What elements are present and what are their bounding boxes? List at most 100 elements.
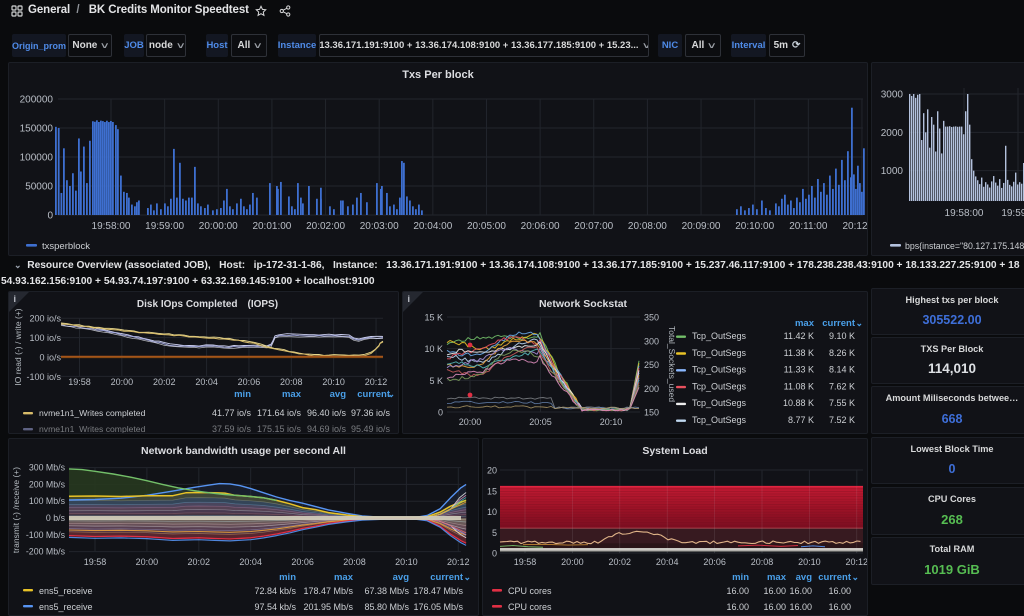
svg-text:20:12: 20:12 [365,377,388,387]
svg-text:0: 0 [438,408,443,418]
svg-text:Network bandwidth usage per se: Network bandwidth usage per second All [141,445,346,457]
svg-text:20:09:00: 20:09:00 [682,221,721,232]
svg-text:94.69 io/s: 94.69 io/s [307,424,347,433]
svg-text:50000: 50000 [25,182,53,193]
svg-text:97.36 io/s: 97.36 io/s [351,408,391,418]
svg-text:20:06: 20:06 [703,557,726,567]
svg-text:current: current [822,318,856,329]
svg-text:11.33 K: 11.33 K [784,365,814,375]
svg-text:19:58:00: 19:58:00 [92,221,131,232]
svg-text:20:10: 20:10 [322,377,345,387]
svg-text:16.00: 16.00 [763,602,786,612]
svg-text:ens5_receive: ens5_receive [39,586,93,596]
svg-text:transmit (-) /receive (+): transmit (-) /receive (+) [11,467,21,553]
svg-text:72.84 kb/s: 72.84 kb/s [254,586,296,596]
svg-text:95.49 io/s: 95.49 io/s [351,424,391,433]
svg-text:20:00: 20:00 [111,377,134,387]
svg-text:171.64 io/s: 171.64 io/s [257,408,302,418]
svg-text:20:02: 20:02 [609,557,632,567]
svg-text:10: 10 [487,507,497,517]
svg-text:8.26 K: 8.26 K [829,348,855,358]
svg-text:ens5_receive: ens5_receive [39,602,93,612]
svg-text:nvme1n1_Writes completed: nvme1n1_Writes completed [39,408,146,418]
svg-text:txsperblock: txsperblock [42,241,90,252]
svg-text:Disk IOps Completed (IOPS): Disk IOps Completed (IOPS) [137,299,278,310]
svg-text:max: max [767,572,787,583]
svg-text:16.00: 16.00 [726,602,749,612]
svg-text:Total_Sockets_used: Total_Sockets_used [667,326,677,402]
svg-text:⌄: ⌄ [463,572,471,582]
svg-text:min: min [732,572,749,583]
svg-text:100 Mb/s: 100 Mb/s [29,496,66,506]
svg-text:11.08 K: 11.08 K [784,381,814,391]
svg-text:41.77 io/s: 41.77 io/s [212,408,252,418]
svg-text:IO read (-) / write (+): IO read (-) / write (+) [13,308,23,385]
svg-text:16.00: 16.00 [828,586,851,596]
svg-text:max: max [334,572,354,583]
svg-text:20:10: 20:10 [395,557,418,567]
svg-text:201.95 Mb/s: 201.95 Mb/s [303,602,353,612]
svg-text:20:10:00: 20:10:00 [735,221,774,232]
svg-text:20:12:00: 20:12:00 [842,221,867,232]
svg-text:20:03:00: 20:03:00 [360,221,399,232]
svg-text:Network Sockstat: Network Sockstat [539,298,628,310]
svg-text:20:10: 20:10 [798,557,821,567]
svg-text:200 io/s: 200 io/s [29,314,61,324]
svg-text:19:58: 19:58 [514,557,537,567]
svg-text:150000: 150000 [20,124,54,135]
svg-text:20:05: 20:05 [529,417,552,427]
svg-text:100000: 100000 [20,153,54,164]
svg-text:20:02:00: 20:02:00 [306,221,345,232]
svg-text:200 Mb/s: 200 Mb/s [29,479,66,489]
svg-text:10.88 K: 10.88 K [783,398,814,408]
svg-text:0 b/s: 0 b/s [46,513,66,523]
svg-text:85.80 Mb/s: 85.80 Mb/s [364,602,409,612]
svg-text:20:08:00: 20:08:00 [628,221,667,232]
svg-text:avg: avg [330,389,347,400]
svg-text:7.62 K: 7.62 K [829,381,855,391]
svg-text:avg: avg [393,572,410,583]
svg-text:15: 15 [487,486,497,496]
svg-text:20:08: 20:08 [280,377,303,387]
svg-text:current: current [818,572,852,583]
svg-text:-100 io/s: -100 io/s [26,372,61,382]
svg-text:300: 300 [644,336,659,346]
svg-text:350: 350 [644,313,659,323]
svg-text:19:59:0: 19:59:0 [1001,208,1024,219]
svg-text:20:00:00: 20:00:00 [199,221,238,232]
svg-text:Tcp_OutSegs: Tcp_OutSegs [692,348,747,358]
svg-text:0: 0 [47,211,53,222]
svg-text:min: min [279,572,296,583]
svg-text:15 K: 15 K [424,313,443,323]
svg-text:19:58: 19:58 [84,557,107,567]
svg-text:150: 150 [644,408,659,418]
svg-text:System Load: System Load [642,445,707,457]
svg-text:178.47 Mb/s: 178.47 Mb/s [413,586,463,596]
svg-text:20:04:00: 20:04:00 [413,221,452,232]
svg-text:CPU cores: CPU cores [508,602,552,612]
svg-text:20:08: 20:08 [343,557,366,567]
svg-text:11.38 K: 11.38 K [784,348,814,358]
svg-text:20:01:00: 20:01:00 [252,221,291,232]
svg-text:Tcp_OutSegs: Tcp_OutSegs [692,381,747,391]
svg-text:19:58:00: 19:58:00 [945,208,984,219]
svg-text:20:00: 20:00 [136,557,159,567]
svg-text:9.10 K: 9.10 K [829,331,855,341]
svg-text:10 K: 10 K [424,344,443,354]
svg-text:Tcp_OutSegs: Tcp_OutSegs [692,415,747,425]
svg-text:20:05:00: 20:05:00 [467,221,506,232]
svg-text:3000: 3000 [881,90,904,101]
svg-text:8.14 K: 8.14 K [829,365,855,375]
svg-text:Tcp_OutSegs: Tcp_OutSegs [692,331,747,341]
svg-text:7.55 K: 7.55 K [829,398,855,408]
svg-text:97.54 kb/s: 97.54 kb/s [254,602,296,612]
svg-text:20:11:00: 20:11:00 [789,221,828,232]
svg-text:11.42 K: 11.42 K [784,331,814,341]
svg-text:200000: 200000 [20,95,54,106]
svg-text:min: min [234,389,251,400]
svg-text:max: max [282,389,302,400]
svg-text:200: 200 [644,384,659,394]
svg-text:300 Mb/s: 300 Mb/s [29,463,66,473]
svg-text:Tcp_OutSegs: Tcp_OutSegs [692,398,747,408]
svg-text:current: current [357,389,391,400]
